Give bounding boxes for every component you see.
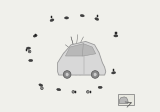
FancyBboxPatch shape (96, 15, 98, 17)
Ellipse shape (114, 35, 118, 37)
Ellipse shape (29, 59, 33, 62)
FancyBboxPatch shape (115, 32, 116, 34)
FancyBboxPatch shape (90, 91, 91, 93)
Ellipse shape (64, 17, 69, 19)
Circle shape (87, 91, 88, 92)
Ellipse shape (26, 47, 31, 49)
Circle shape (65, 73, 69, 76)
Circle shape (91, 71, 99, 78)
Ellipse shape (80, 15, 84, 17)
Polygon shape (119, 97, 128, 104)
Polygon shape (65, 44, 96, 56)
Circle shape (29, 51, 30, 52)
Circle shape (93, 73, 97, 76)
Ellipse shape (95, 18, 99, 20)
Circle shape (63, 71, 71, 78)
Ellipse shape (39, 84, 43, 86)
Ellipse shape (112, 72, 116, 74)
Polygon shape (58, 41, 106, 75)
FancyBboxPatch shape (26, 50, 27, 51)
Ellipse shape (50, 19, 54, 21)
Circle shape (41, 88, 42, 89)
Ellipse shape (98, 86, 102, 88)
FancyBboxPatch shape (118, 94, 134, 105)
Circle shape (73, 91, 74, 92)
FancyBboxPatch shape (75, 91, 76, 93)
Ellipse shape (57, 88, 61, 91)
Ellipse shape (33, 35, 37, 37)
FancyBboxPatch shape (35, 34, 36, 36)
FancyBboxPatch shape (113, 69, 114, 71)
FancyBboxPatch shape (51, 16, 52, 18)
